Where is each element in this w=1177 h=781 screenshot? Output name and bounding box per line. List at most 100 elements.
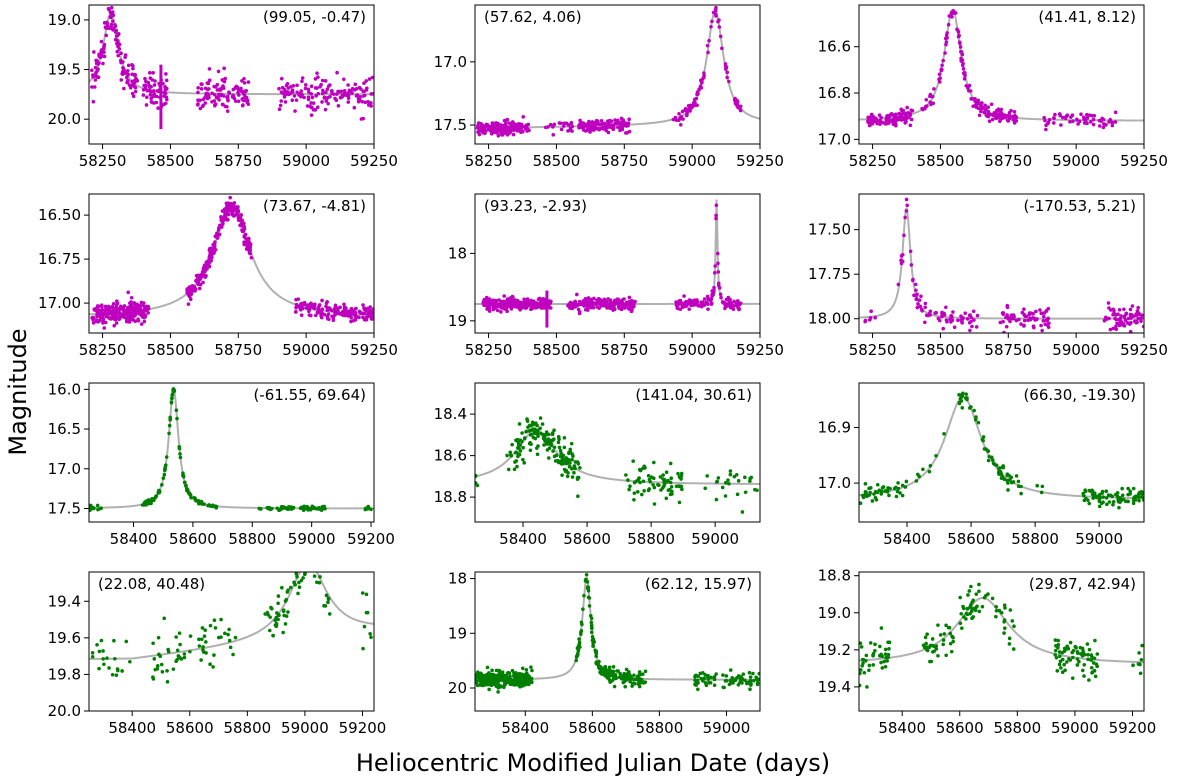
light-curve-panel: 58400 58600 58800 59000 5920019.419.619.820.… — [48, 552, 386, 737]
data-point — [896, 481, 900, 485]
data-point — [708, 680, 713, 685]
data-point — [200, 626, 205, 630]
data-point — [146, 311, 150, 315]
data-point — [216, 635, 221, 640]
data-point — [1141, 324, 1144, 329]
axes-frame — [858, 4, 1145, 145]
data-point — [630, 676, 635, 681]
data-point — [695, 103, 699, 108]
data-point — [695, 298, 699, 302]
data-point — [160, 670, 165, 674]
y-tick-label: 19.0 — [818, 604, 851, 622]
data-point — [728, 469, 733, 473]
data-point — [900, 108, 904, 113]
data-point — [132, 72, 137, 77]
data-point — [320, 91, 325, 96]
data-point — [961, 61, 965, 66]
data-point — [181, 473, 185, 478]
data-point — [99, 39, 104, 44]
data-point — [517, 422, 522, 426]
data-point — [1045, 317, 1049, 322]
data-point — [265, 506, 270, 510]
data-point — [320, 311, 325, 316]
data-point — [630, 681, 635, 686]
axes-frame — [88, 4, 375, 145]
data-point — [242, 221, 246, 226]
model-curve — [475, 10, 760, 130]
data-point — [366, 314, 371, 319]
data-point — [584, 128, 589, 133]
data-point — [219, 217, 224, 222]
data-point — [715, 251, 720, 256]
data-point — [941, 638, 946, 642]
data-point — [323, 506, 327, 511]
data-point — [228, 208, 232, 213]
data-point — [296, 297, 301, 301]
data-point — [960, 626, 964, 630]
plot-area — [89, 5, 374, 130]
data-point — [497, 668, 502, 673]
data-point — [1059, 123, 1063, 127]
panel-annotation: (73.67, -4.81) — [263, 197, 366, 215]
data-point — [102, 326, 107, 330]
data-point — [878, 122, 882, 126]
data-point — [924, 97, 929, 102]
data-point — [241, 98, 246, 103]
y-tick-label: 18.4 — [434, 405, 467, 423]
data-point — [113, 37, 118, 42]
data-point — [147, 83, 151, 88]
data-point — [227, 90, 231, 95]
data-point — [536, 297, 541, 302]
x-tick-label: 58750 — [600, 341, 648, 359]
x-tick-label: 59250 — [1120, 341, 1168, 359]
data-point — [575, 292, 579, 297]
data-point — [909, 108, 914, 112]
data-point — [504, 306, 509, 311]
data-point — [969, 97, 973, 101]
data-point — [894, 494, 899, 499]
data-point — [369, 101, 373, 105]
data-point — [92, 50, 96, 54]
data-point — [695, 90, 700, 94]
data-point — [239, 89, 244, 93]
data-point — [706, 50, 710, 55]
data-point — [613, 302, 618, 306]
data-point — [611, 127, 616, 132]
data-point — [716, 270, 721, 274]
data-point — [740, 676, 745, 681]
data-point — [1070, 676, 1075, 680]
data-point — [128, 86, 133, 90]
data-point — [1014, 474, 1019, 478]
data-point — [356, 99, 361, 104]
data-point — [746, 681, 751, 685]
data-point — [145, 95, 149, 99]
data-point — [1095, 664, 1099, 669]
data-point — [967, 320, 972, 325]
data-point — [880, 666, 885, 670]
data-point — [1083, 119, 1088, 124]
data-point — [1022, 318, 1027, 323]
data-point — [1035, 483, 1040, 488]
panel-annotation: (41.41, 8.12) — [1038, 8, 1136, 26]
data-point — [1088, 120, 1093, 124]
data-point — [879, 492, 884, 496]
data-point — [616, 125, 620, 130]
data-point — [739, 301, 743, 306]
data-point — [956, 34, 961, 39]
data-point — [547, 432, 551, 437]
data-point — [1110, 123, 1115, 128]
data-point — [964, 617, 968, 621]
data-point — [309, 552, 313, 556]
data-point — [301, 306, 305, 311]
data-point — [370, 75, 374, 80]
x-tick-label: 58600 — [936, 719, 984, 737]
data-point — [990, 117, 995, 122]
data-point — [934, 453, 938, 458]
data-point — [502, 294, 506, 298]
data-point — [1003, 606, 1007, 610]
data-point — [1107, 316, 1111, 321]
x-tick-label: 58600 — [169, 530, 217, 548]
data-point — [1128, 329, 1133, 333]
data-point — [721, 673, 725, 677]
data-point — [208, 254, 213, 258]
